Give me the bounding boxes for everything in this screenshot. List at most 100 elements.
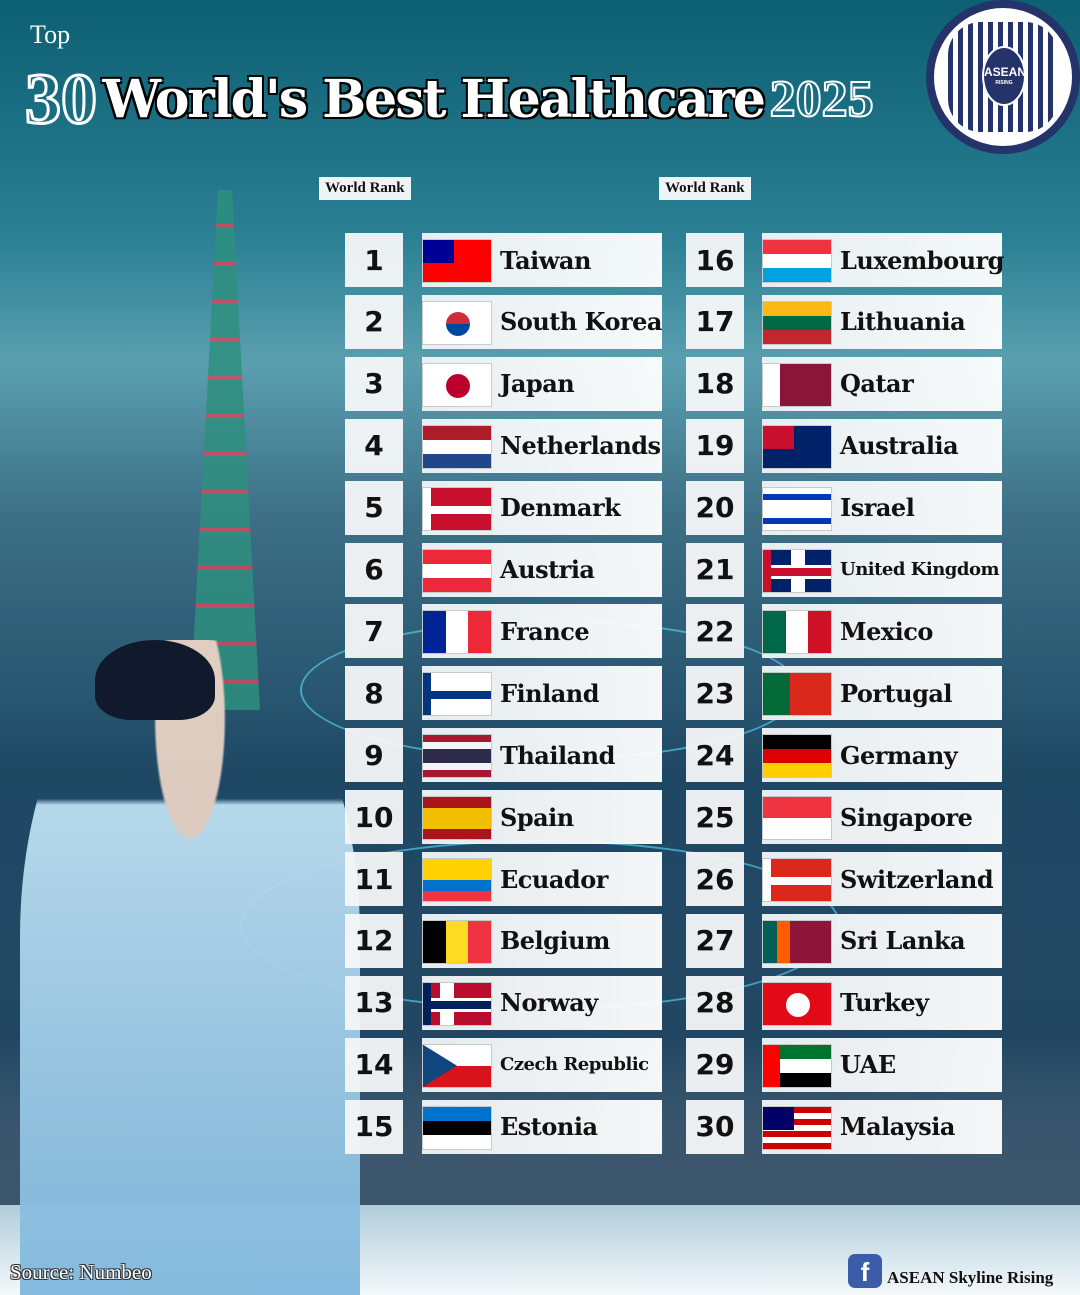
rank-number: 29 <box>686 1037 744 1092</box>
ranking-row: 10 Spain <box>345 790 665 845</box>
country-cell: Australia <box>762 418 1002 473</box>
flag-icon <box>422 1105 492 1150</box>
flag-icon <box>422 486 492 531</box>
flag-icon <box>422 858 492 902</box>
country-name: Singapore <box>840 802 973 832</box>
ranking-row: 26 Switzerland <box>686 852 1006 906</box>
country-cell: Finland <box>422 666 662 721</box>
doctor-hair <box>95 640 215 720</box>
logo-text: ASEAN <box>984 65 1027 79</box>
country-name: Switzerland <box>840 864 994 894</box>
rank-number: 26 <box>686 852 744 906</box>
country-cell: Turkey <box>762 975 1002 1030</box>
country-name: South Korea <box>500 307 662 337</box>
logo-subtext: RISING <box>995 80 1013 86</box>
ranking-row: 6 Austria <box>345 542 665 597</box>
ranking-row: 30 Malaysia <box>686 1099 1006 1154</box>
rank-number: 11 <box>345 852 403 906</box>
country-name: UAE <box>840 1050 896 1080</box>
flag-icon <box>762 1105 832 1150</box>
flag-icon <box>762 734 832 779</box>
country-cell: France <box>422 604 662 659</box>
logo-emblem: ASEAN RISING <box>982 46 1026 106</box>
country-name: United Kingdom <box>840 559 1000 580</box>
country-name: Lithuania <box>840 307 966 337</box>
country-name: Ecuador <box>500 864 608 894</box>
rank-number: 5 <box>345 480 403 535</box>
country-name: Turkey <box>840 988 929 1018</box>
country-cell: United Kingdom <box>762 542 1002 597</box>
rank-number: 12 <box>345 913 403 968</box>
rank-number: 7 <box>345 604 403 659</box>
country-cell: Czech Republic <box>422 1037 662 1092</box>
flag-icon <box>762 610 832 655</box>
rank-number: 15 <box>345 1099 403 1154</box>
ranking-row: 1 Taiwan <box>345 233 665 287</box>
country-name: Luxembourg <box>840 245 1004 275</box>
rank-number: 3 <box>345 356 403 411</box>
rank-number: 4 <box>345 418 403 473</box>
country-name: Estonia <box>500 1112 598 1142</box>
country-cell: Japan <box>422 356 662 411</box>
ranking-row: 15 Estonia <box>345 1099 665 1154</box>
ranking-row: 18 Qatar <box>686 356 1006 411</box>
rank-number: 22 <box>686 604 744 659</box>
flag-icon <box>762 362 832 407</box>
ranking-row: 14 Czech Republic <box>345 1037 665 1092</box>
country-cell: Spain <box>422 790 662 845</box>
taipei-101-tower <box>190 190 260 710</box>
flag-icon <box>762 300 832 345</box>
country-name: Austria <box>500 555 595 584</box>
flag-icon <box>762 796 832 841</box>
ranking-row: 8 Finland <box>345 666 665 721</box>
country-cell: Estonia <box>422 1099 662 1154</box>
country-name: Qatar <box>840 369 914 399</box>
ranking-row: 3 Japan <box>345 356 665 411</box>
country-cell: Switzerland <box>762 852 1002 906</box>
ranking-row: 12 Belgium <box>345 913 665 968</box>
rank-number: 2 <box>345 294 403 349</box>
rank-number: 20 <box>686 480 744 535</box>
country-cell: South Korea <box>422 294 662 349</box>
rank-number: 28 <box>686 975 744 1030</box>
country-name: Thailand <box>500 740 615 770</box>
rank-number: 21 <box>686 542 744 597</box>
flag-icon <box>422 610 492 655</box>
ranking-row: 23 Portugal <box>686 666 1006 721</box>
country-cell: Thailand <box>422 728 662 783</box>
flag-icon <box>762 858 832 902</box>
column-header-right: World Rank <box>659 177 751 200</box>
flag-icon <box>422 548 492 593</box>
ranking-row: 5 Denmark <box>345 480 665 535</box>
country-name: Japan <box>500 369 575 399</box>
title-main: World's Best Healthcare <box>102 69 766 130</box>
country-name: Netherlands <box>500 431 661 461</box>
flag-icon <box>762 548 832 593</box>
ranking-row: 17 Lithuania <box>686 294 1006 349</box>
rank-number: 14 <box>345 1037 403 1092</box>
ranking-row: 2 South Korea <box>345 294 665 349</box>
country-name: Sri Lanka <box>840 926 966 956</box>
title-year: 2025 <box>769 70 875 129</box>
flag-icon <box>422 919 492 964</box>
source-note: Source: Numbeo <box>10 1260 152 1284</box>
page-title: 30 World's Best Healthcare 2025 <box>24 58 875 141</box>
rank-number: 1 <box>345 233 403 287</box>
title-number: 30 <box>24 58 99 141</box>
country-name: France <box>500 616 590 646</box>
ranking-row: 22 Mexico <box>686 604 1006 659</box>
rank-number: 16 <box>686 233 744 287</box>
facebook-icon[interactable]: f <box>848 1254 882 1288</box>
ranking-row: 4 Netherlands <box>345 418 665 473</box>
ranking-row: 28 Turkey <box>686 975 1006 1030</box>
rank-number: 19 <box>686 418 744 473</box>
flag-icon <box>762 239 832 283</box>
rank-number: 17 <box>686 294 744 349</box>
country-cell: Norway <box>422 975 662 1030</box>
flag-icon <box>762 919 832 964</box>
ranking-row: 7 France <box>345 604 665 659</box>
rank-number: 25 <box>686 790 744 845</box>
flag-icon <box>762 424 832 469</box>
ranking-row: 13 Norway <box>345 975 665 1030</box>
